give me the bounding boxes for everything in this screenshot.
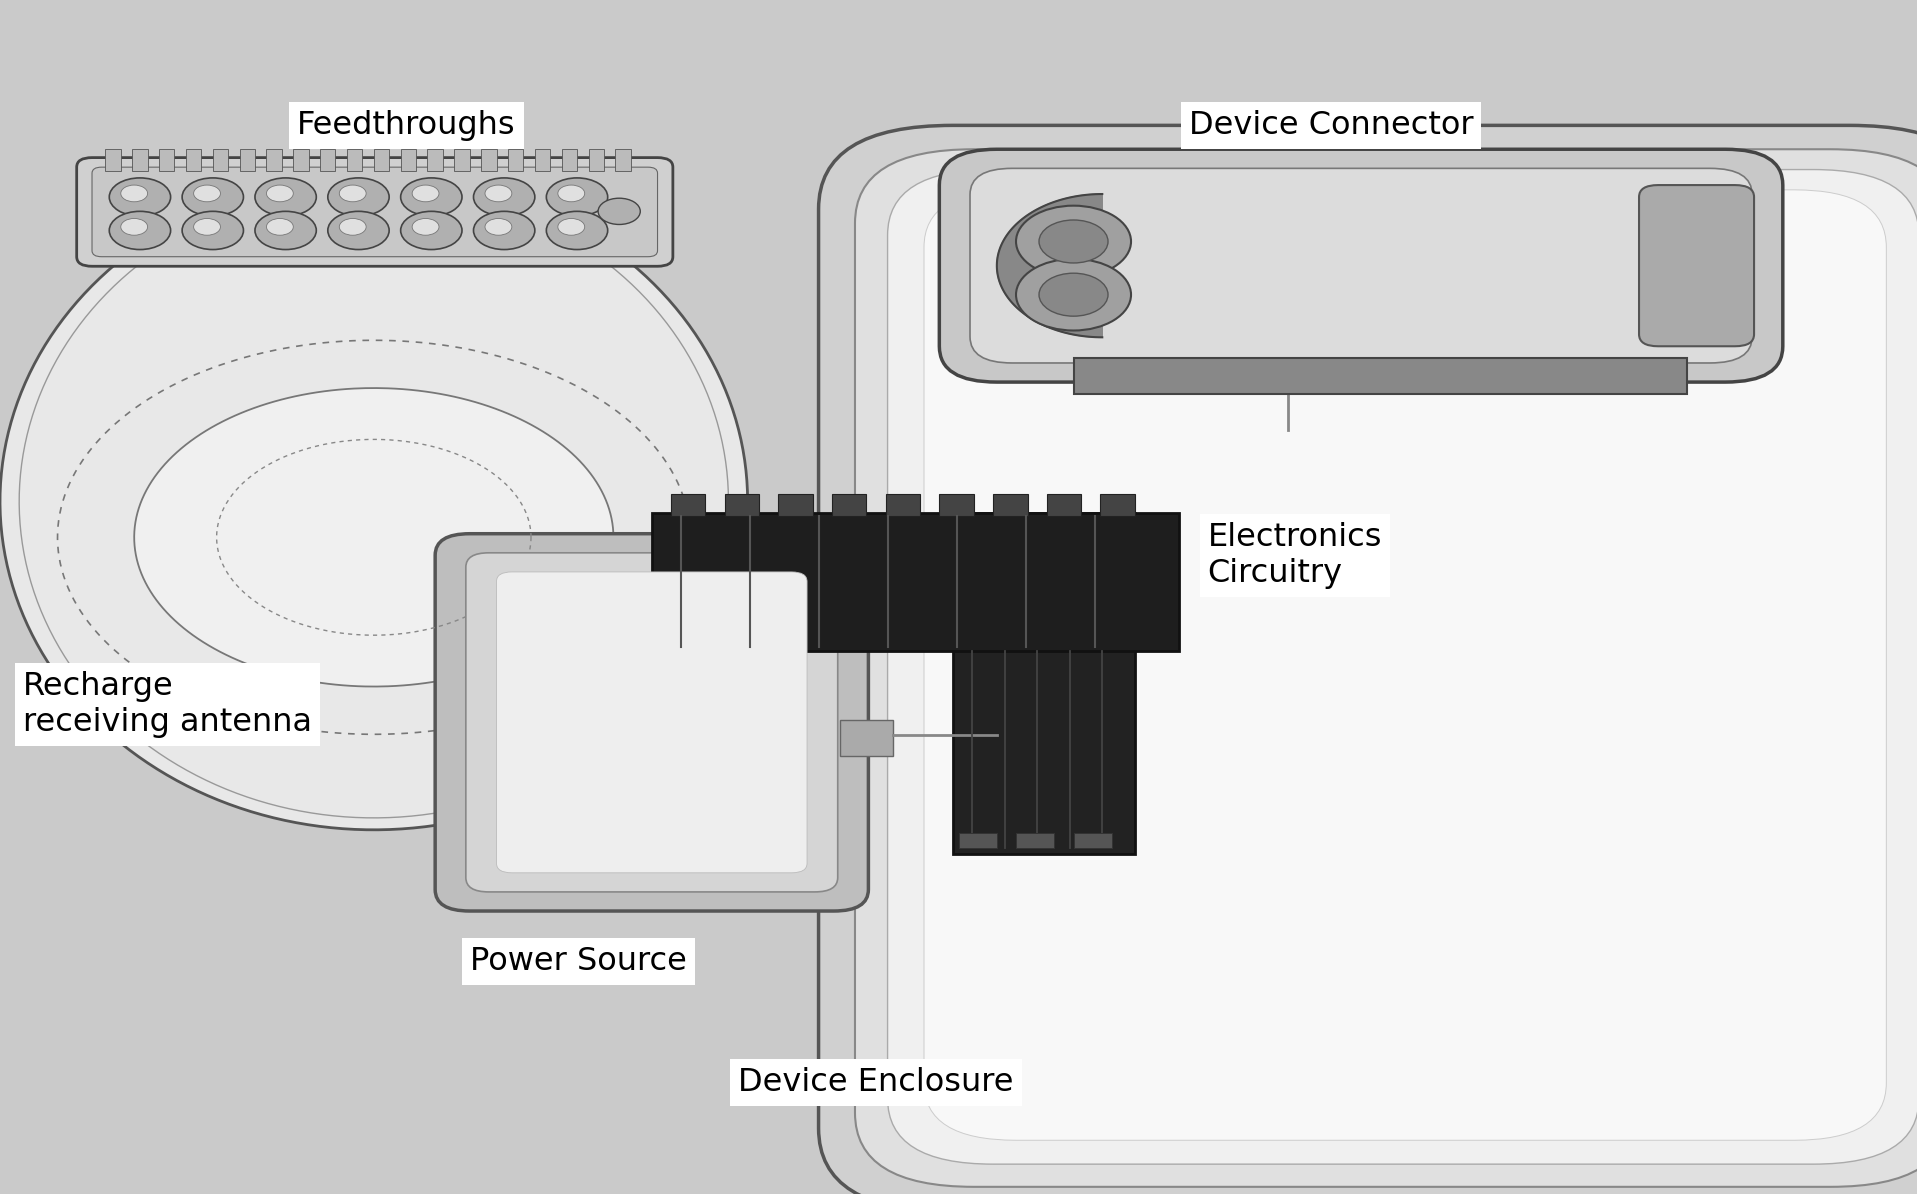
FancyBboxPatch shape: [435, 534, 868, 911]
FancyBboxPatch shape: [855, 149, 1917, 1187]
Circle shape: [109, 211, 171, 250]
Bar: [725, 494, 759, 516]
Bar: [1217, 202, 1259, 219]
Bar: [840, 720, 893, 756]
Bar: [159, 149, 174, 171]
Text: Recharge
receiving antenna: Recharge receiving antenna: [23, 671, 312, 738]
Bar: [186, 149, 201, 171]
Circle shape: [485, 219, 512, 235]
FancyBboxPatch shape: [970, 168, 1752, 363]
FancyBboxPatch shape: [939, 149, 1783, 382]
Bar: [832, 494, 866, 516]
Bar: [240, 149, 255, 171]
Circle shape: [194, 219, 220, 235]
Bar: [293, 149, 309, 171]
Polygon shape: [0, 173, 748, 830]
Circle shape: [255, 178, 316, 216]
Circle shape: [339, 219, 366, 235]
Circle shape: [401, 211, 462, 250]
Circle shape: [339, 185, 366, 202]
Circle shape: [182, 211, 243, 250]
Bar: [589, 149, 604, 171]
Text: Device Connector: Device Connector: [1189, 110, 1472, 141]
Bar: [320, 149, 335, 171]
Bar: [939, 494, 974, 516]
Circle shape: [328, 178, 389, 216]
Bar: [401, 149, 416, 171]
Bar: [1074, 833, 1112, 848]
Circle shape: [473, 178, 535, 216]
Bar: [671, 494, 705, 516]
Circle shape: [109, 178, 171, 216]
Bar: [993, 494, 1028, 516]
Circle shape: [1039, 273, 1108, 316]
Bar: [1601, 202, 1643, 219]
Bar: [1074, 358, 1687, 394]
FancyBboxPatch shape: [497, 572, 807, 873]
FancyBboxPatch shape: [888, 170, 1917, 1164]
Bar: [454, 149, 470, 171]
Circle shape: [1016, 205, 1131, 277]
Bar: [535, 149, 550, 171]
FancyBboxPatch shape: [466, 553, 838, 892]
Bar: [105, 149, 121, 171]
Bar: [347, 149, 362, 171]
Circle shape: [485, 185, 512, 202]
Bar: [958, 833, 997, 848]
Circle shape: [546, 211, 608, 250]
Circle shape: [412, 219, 439, 235]
Circle shape: [1039, 220, 1108, 263]
Bar: [508, 149, 523, 171]
FancyBboxPatch shape: [924, 190, 1886, 1140]
Bar: [886, 494, 920, 516]
Bar: [132, 149, 148, 171]
Bar: [1016, 833, 1054, 848]
Circle shape: [121, 185, 148, 202]
Bar: [778, 494, 813, 516]
Bar: [953, 513, 1135, 854]
Text: Device Enclosure: Device Enclosure: [738, 1067, 1014, 1098]
Bar: [1047, 494, 1081, 516]
FancyBboxPatch shape: [1639, 185, 1754, 346]
Circle shape: [182, 178, 243, 216]
Circle shape: [412, 185, 439, 202]
Text: Electronics
Circuitry: Electronics Circuitry: [1208, 522, 1382, 589]
Circle shape: [598, 198, 640, 224]
Circle shape: [558, 219, 585, 235]
Circle shape: [546, 178, 608, 216]
Bar: [374, 149, 389, 171]
Polygon shape: [997, 195, 1102, 337]
Circle shape: [473, 211, 535, 250]
Bar: [213, 149, 228, 171]
Text: Feedthroughs: Feedthroughs: [297, 110, 516, 141]
Text: Power Source: Power Source: [470, 946, 686, 977]
FancyBboxPatch shape: [77, 158, 673, 266]
Polygon shape: [134, 388, 613, 687]
Bar: [652, 513, 1179, 651]
Circle shape: [1016, 259, 1131, 331]
FancyBboxPatch shape: [92, 167, 658, 257]
Bar: [266, 149, 282, 171]
Bar: [1100, 494, 1135, 516]
Circle shape: [558, 185, 585, 202]
Bar: [562, 149, 577, 171]
FancyBboxPatch shape: [819, 125, 1917, 1194]
Circle shape: [266, 185, 293, 202]
Circle shape: [121, 219, 148, 235]
Circle shape: [401, 178, 462, 216]
Circle shape: [255, 211, 316, 250]
Bar: [427, 149, 443, 171]
Circle shape: [194, 185, 220, 202]
Circle shape: [266, 219, 293, 235]
Bar: [615, 149, 631, 171]
Circle shape: [328, 211, 389, 250]
Bar: [481, 149, 497, 171]
